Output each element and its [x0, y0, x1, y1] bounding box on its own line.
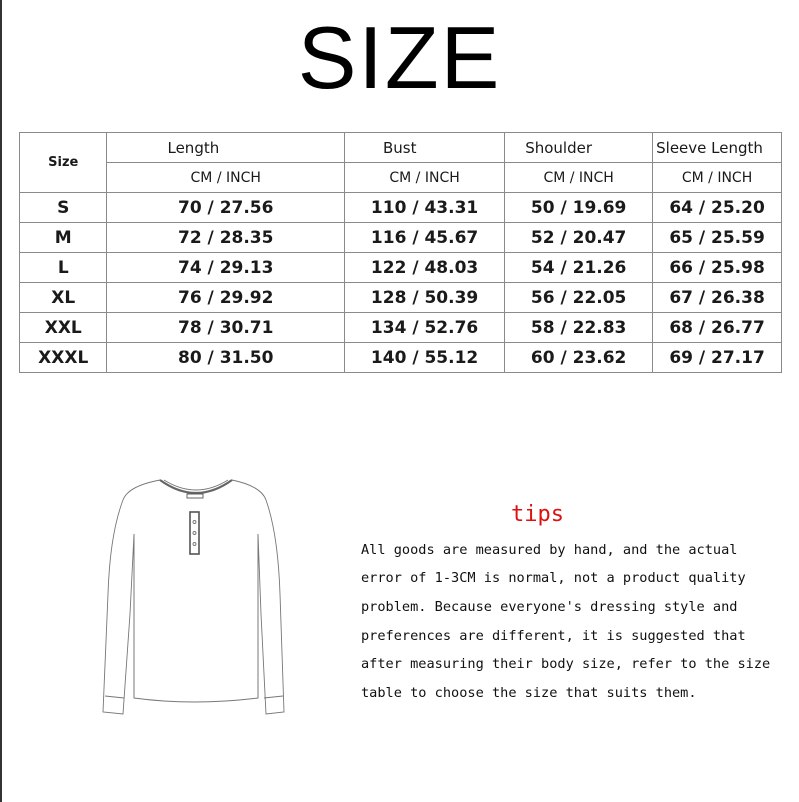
tips-text-line: problem. Because everyone's dressing sty… [361, 599, 738, 615]
bust-cell: 128 / 50.39 [343, 282, 506, 313]
shoulder-cell: 54 / 21.26 [504, 252, 654, 283]
table-row: M 72 / 28.35 116 / 45.67 52 / 20.47 65 /… [18, 222, 782, 253]
sleeve-length-cell: 66 / 25.98 [652, 252, 782, 283]
shirt-illustration [102, 479, 285, 715]
column-header-shoulder: Shoulder [504, 132, 654, 163]
length-cell: 72 / 28.35 [106, 222, 345, 253]
header-row: Size Length Bust Shoulder Sleeve Length [18, 132, 782, 193]
table-row: XL 76 / 29.92 128 / 50.39 56 / 22.05 67 … [18, 282, 782, 313]
bust-cell: 134 / 52.76 [343, 312, 506, 343]
size-cell: XL [18, 282, 108, 313]
shoulder-cell: 58 / 22.83 [504, 312, 654, 343]
tips-text-line: All goods are measured by hand, and the … [361, 542, 738, 558]
column-header-length: Length [106, 132, 345, 163]
sleeve-length-cell: 64 / 25.20 [652, 192, 782, 223]
size-header: Size [18, 132, 108, 193]
size-cell: XXL [18, 312, 108, 343]
table-row: XXL 78 / 30.71 134 / 52.76 58 / 22.83 68… [18, 312, 782, 343]
length-cell: 74 / 29.13 [106, 252, 345, 283]
length-cell: 76 / 29.92 [106, 282, 345, 313]
page-title: SIZE [297, 8, 502, 107]
tips-text-line: preferences are different, it is suggest… [361, 628, 746, 644]
sleeve-length-cell: 69 / 27.17 [652, 342, 782, 373]
unit-label: CM / INCH [504, 162, 654, 193]
unit-row: CM / INCH CM / INCH CM / INCH CM / INCH [20, 162, 782, 193]
length-cell: 80 / 31.50 [106, 342, 345, 373]
size-cell: S [18, 192, 108, 223]
unit-label: CM / INCH [343, 162, 506, 193]
size-table: Size Length Bust Shoulder Sleeve Length … [18, 132, 782, 373]
bust-cell: 122 / 48.03 [343, 252, 506, 283]
size-cell: XXXL [18, 342, 108, 373]
length-cell: 70 / 27.56 [106, 192, 345, 223]
bust-cell: 110 / 43.31 [343, 192, 506, 223]
image-left-border [0, 0, 2, 802]
bust-cell: 140 / 55.12 [343, 342, 506, 373]
size-cell: L [18, 252, 108, 283]
shoulder-cell: 56 / 22.05 [504, 282, 654, 313]
shoulder-cell: 52 / 20.47 [504, 222, 654, 253]
bust-cell: 116 / 45.67 [343, 222, 506, 253]
tips-title: tips [511, 502, 564, 527]
table-row: XXXL 80 / 31.50 140 / 55.12 60 / 23.62 6… [18, 342, 782, 373]
sleeve-length-cell: 67 / 26.38 [652, 282, 782, 313]
tips-text-line: table to choose the size that suits them… [361, 685, 697, 701]
column-header-bust: Bust [343, 132, 506, 163]
table-row: S 70 / 27.56 110 / 43.31 50 / 19.69 64 /… [18, 192, 782, 223]
table-row: L 74 / 29.13 122 / 48.03 54 / 21.26 66 /… [18, 252, 782, 283]
sleeve-length-cell: 65 / 25.59 [652, 222, 782, 253]
tips-text-line: error of 1-3CM is normal, not a product … [361, 570, 746, 586]
size-cell: M [18, 222, 108, 253]
length-cell: 78 / 30.71 [106, 312, 345, 343]
sleeve-length-cell: 68 / 26.77 [652, 312, 782, 343]
shoulder-cell: 60 / 23.62 [504, 342, 654, 373]
shoulder-cell: 50 / 19.69 [504, 192, 654, 223]
unit-label: CM / INCH [106, 162, 345, 193]
tips-text-line: after measuring their body size, refer t… [361, 656, 771, 672]
column-header-sleeve-length: Sleeve Length [652, 132, 782, 163]
unit-label: CM / INCH [652, 162, 782, 193]
